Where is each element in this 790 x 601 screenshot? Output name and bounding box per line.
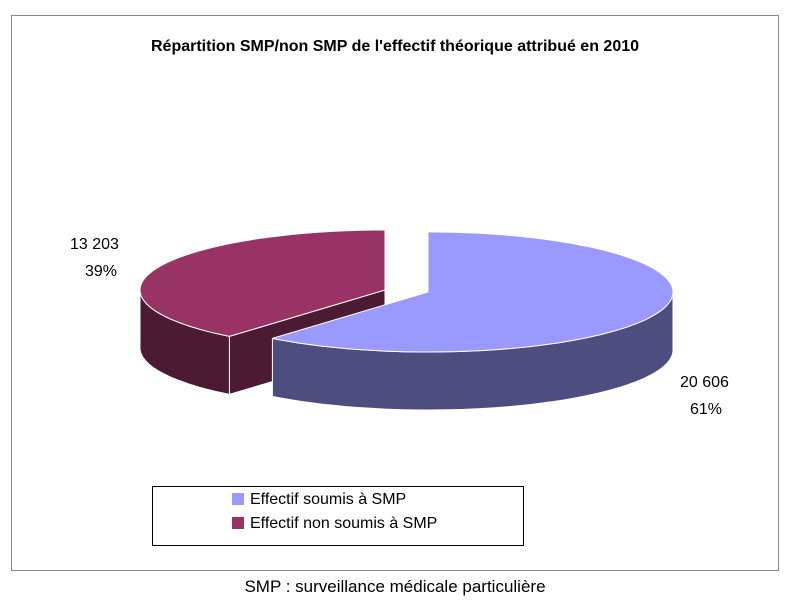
legend-label: Effectif non soumis à SMP bbox=[250, 515, 437, 532]
slice-top bbox=[139, 229, 386, 337]
slice-top bbox=[272, 231, 674, 353]
legend-swatch bbox=[232, 517, 244, 529]
data-label: 20 606 bbox=[680, 374, 729, 391]
legend-swatch bbox=[232, 493, 244, 505]
chart-title: Répartition SMP/non SMP de l'effectif th… bbox=[150, 38, 640, 55]
caption: SMP : surveillance médicale particulière bbox=[244, 577, 546, 596]
percent-label: 61% bbox=[690, 401, 722, 418]
legend-label: Effectif soumis à SMP bbox=[250, 491, 406, 508]
chart-title-box: Répartition SMP/non SMP de l'effectif th… bbox=[95, 34, 695, 60]
percent-label: 39% bbox=[85, 263, 117, 280]
legend-box bbox=[152, 486, 524, 546]
data-label: 13 203 bbox=[70, 236, 119, 253]
